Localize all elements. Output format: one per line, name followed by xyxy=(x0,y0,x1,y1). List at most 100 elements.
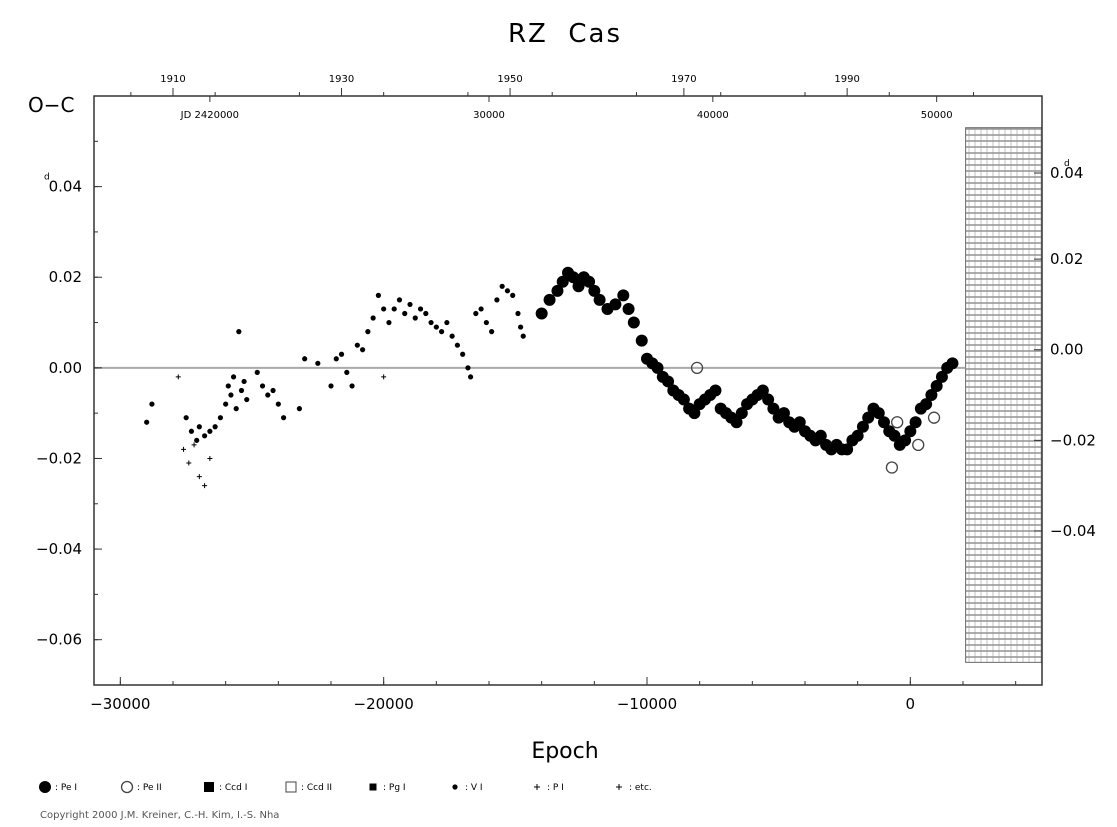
pe-i-point xyxy=(920,398,933,411)
pg-i-point xyxy=(241,378,247,385)
legend-symbol xyxy=(39,781,51,793)
pg-i-point xyxy=(244,396,250,403)
p-i-point xyxy=(191,442,197,448)
pe-i-point xyxy=(872,407,885,420)
x-tick-label: −30000 xyxy=(90,695,150,713)
pe-i-point xyxy=(617,289,630,302)
pg-i-point xyxy=(144,419,150,425)
pe-i-point xyxy=(862,411,875,424)
pg-i-point xyxy=(228,392,234,398)
pg-i-point xyxy=(302,356,308,362)
pg-i-point xyxy=(233,406,239,412)
legend-label: : Ccd I xyxy=(219,783,247,793)
top-jd-label: 30000 xyxy=(473,110,505,121)
y-tick-label: 0.02 xyxy=(49,268,82,286)
pg-i-point xyxy=(478,306,484,312)
pg-i-point xyxy=(217,415,223,421)
top-year-label: 1950 xyxy=(497,74,522,85)
pe-i-point xyxy=(709,384,722,397)
pg-i-point xyxy=(473,310,479,317)
pg-i-point xyxy=(483,319,489,326)
p-i-point xyxy=(175,374,181,380)
pe-i-point xyxy=(567,271,580,284)
pe-i-point xyxy=(814,429,827,442)
pg-i-point xyxy=(396,297,403,303)
pe-i-point xyxy=(556,275,569,288)
pe-i-point xyxy=(635,334,648,347)
top-year-label: 1910 xyxy=(160,74,185,85)
pg-i-point xyxy=(236,329,242,335)
pg-i-point xyxy=(454,342,460,348)
p-i-point xyxy=(186,460,192,466)
pe-i-point xyxy=(946,357,959,370)
pg-i-point xyxy=(499,283,505,289)
pg-i-point xyxy=(207,428,213,434)
pg-i-point xyxy=(223,401,229,407)
legend-label: : Pe II xyxy=(137,783,162,793)
pg-i-point xyxy=(407,301,413,308)
legend: : Pe I: Pe II: Ccd I: Ccd II: Pg I: V I:… xyxy=(39,780,652,794)
top-jd-label: 40000 xyxy=(697,110,729,121)
legend-symbol xyxy=(534,784,540,790)
pg-i-point xyxy=(449,333,455,339)
pe-i-point xyxy=(583,275,596,288)
pg-i-point xyxy=(338,351,345,357)
y-tick-label: −0.06 xyxy=(36,631,82,649)
pe-i-point xyxy=(930,379,943,392)
pe-i-point xyxy=(735,407,748,420)
right-y-unit-superscript: d xyxy=(1064,159,1070,169)
y-tick-label: −0.04 xyxy=(36,540,82,558)
y-axis-label: O−C xyxy=(28,93,74,117)
pe-i-point xyxy=(888,429,901,442)
pe-ii-point xyxy=(690,361,704,374)
pg-i-point xyxy=(375,292,381,298)
pg-i-point xyxy=(333,356,339,362)
pg-i-point xyxy=(149,401,155,407)
pe-i-point xyxy=(588,284,601,297)
pg-i-point xyxy=(202,433,208,439)
pe-i-point xyxy=(777,407,790,420)
pg-i-point xyxy=(344,369,350,375)
pe-i-point xyxy=(551,284,564,297)
top-year-label: 1990 xyxy=(834,74,859,85)
plot-frame xyxy=(93,95,1043,686)
y-tick-label: 0.04 xyxy=(49,178,82,196)
legend-label: : Pg I xyxy=(383,783,406,793)
top-year-label: 1930 xyxy=(329,74,354,85)
legend-label: : V I xyxy=(465,783,483,793)
hatched-region xyxy=(965,127,1043,663)
top-jd-label: 50000 xyxy=(921,110,953,121)
pg-i-point xyxy=(467,374,474,380)
pe-i-point xyxy=(572,280,585,293)
pg-i-point xyxy=(504,288,511,294)
pe-i-point xyxy=(841,443,854,456)
y-tick-label: −0.02 xyxy=(36,449,82,467)
legend-symbol xyxy=(204,782,214,792)
pe-i-point xyxy=(677,393,690,406)
pg-i-point xyxy=(423,310,429,317)
pg-i-point xyxy=(270,387,276,394)
pe-i-point xyxy=(935,370,948,383)
pe-i-point xyxy=(543,293,556,306)
legend-symbol xyxy=(452,784,458,790)
pg-i-point xyxy=(354,342,360,348)
x-axis-label: Epoch xyxy=(531,739,598,764)
legend-label: : P I xyxy=(547,783,564,793)
pg-i-point xyxy=(494,297,500,303)
pg-i-point xyxy=(225,383,231,389)
pg-i-point xyxy=(360,347,366,353)
pe-ii-point xyxy=(891,416,904,429)
pe-i-point xyxy=(688,407,701,420)
legend-symbol xyxy=(285,781,297,793)
pg-i-point xyxy=(439,329,445,335)
pg-i-point xyxy=(391,306,397,312)
pg-i-point xyxy=(259,383,266,389)
right-y-tick-label: 0.02 xyxy=(1050,250,1083,268)
pe-i-point xyxy=(593,293,606,306)
pg-i-point xyxy=(433,324,439,330)
p-i-point xyxy=(181,446,187,452)
pg-i-point xyxy=(230,374,237,380)
axis-ticks: −30000 −20000 −10000 0 0.04 0.02 0.00 −0.02 −0.0… xyxy=(36,74,1096,713)
pe-i-point xyxy=(535,307,548,320)
p-i-point xyxy=(381,374,387,380)
